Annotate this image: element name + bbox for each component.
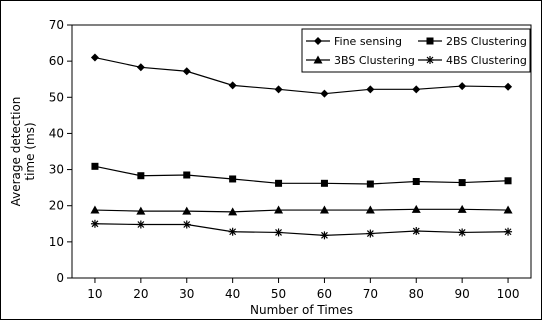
y-tick-label: 70 — [49, 18, 64, 32]
data-point — [136, 220, 145, 229]
y-axis-label-line-1: Average detection — [9, 97, 23, 207]
x-tick-label: 80 — [409, 287, 424, 301]
marker-stroke — [229, 228, 237, 236]
data-point — [412, 177, 420, 185]
marker-stroke — [183, 221, 191, 228]
x-axis-label: Number of Times — [250, 303, 353, 317]
data-point — [274, 85, 283, 94]
data-point — [320, 231, 329, 240]
data-point — [365, 205, 375, 214]
data-point — [458, 228, 467, 237]
marker-stroke — [275, 229, 282, 236]
data-point — [411, 204, 421, 213]
marker-stroke — [412, 227, 420, 235]
marker-stroke — [426, 56, 434, 64]
plot-frame — [71, 24, 532, 279]
x-tick-label: 40 — [225, 287, 240, 301]
data-point — [90, 205, 100, 214]
data-point — [412, 85, 421, 94]
data-point — [274, 228, 283, 237]
y-tick-label: 50 — [49, 90, 64, 104]
y-axis-label-line-2: time (ms) — [23, 122, 37, 180]
data-point — [275, 179, 283, 187]
legend-item-2: 2BS Clustering — [418, 35, 527, 48]
series-2 — [91, 162, 512, 188]
marker-stroke — [91, 220, 99, 228]
data-point — [228, 207, 238, 216]
legend-marker — [426, 56, 434, 64]
data-point — [136, 63, 145, 72]
series-4 — [90, 219, 513, 240]
x-tick-label: 20 — [133, 287, 148, 301]
series-3 — [90, 204, 513, 216]
legend-label: Fine sensing — [334, 35, 402, 48]
data-point — [320, 179, 328, 187]
legend-item-3: 3BS Clustering — [306, 54, 415, 67]
y-tick-label: 0 — [56, 271, 64, 285]
data-point — [504, 227, 513, 236]
data-point — [91, 162, 99, 170]
axes: 0 10 20 30 40 50 60 70 10 20 30 40 50 60 70 80 90 100 — [49, 18, 532, 301]
data-point — [182, 206, 192, 215]
legend-label: 3BS Clustering — [334, 54, 415, 67]
marker-stroke — [366, 230, 374, 237]
marker-stroke — [321, 231, 328, 239]
legend-item-4: 4BS Clustering — [418, 54, 527, 67]
y-tick-label: 10 — [49, 235, 64, 249]
legend-box — [301, 28, 531, 73]
y-tick-label: 60 — [49, 54, 64, 68]
series-line — [94, 56, 509, 95]
data-point — [458, 82, 467, 91]
series-line — [94, 165, 509, 185]
marker-stroke — [458, 229, 466, 236]
x-tick-label: 90 — [455, 287, 470, 301]
y-tick-label: 30 — [49, 163, 64, 177]
data-point — [228, 227, 237, 236]
legend-marker — [426, 37, 434, 45]
y-tick-label: 40 — [49, 126, 64, 140]
data-point — [366, 180, 374, 188]
data-point — [182, 220, 191, 229]
x-tick-label: 100 — [497, 287, 520, 301]
legend: Fine sensing 2BS Clustering 3BS Clustering… — [301, 28, 531, 73]
data-point — [183, 171, 191, 179]
series-line — [94, 208, 509, 213]
legend-marker — [314, 37, 322, 45]
data-point — [90, 53, 99, 62]
series-line — [94, 223, 509, 236]
legend-label: 2BS Clustering — [446, 35, 527, 48]
x-tick-label: 10 — [87, 287, 102, 301]
data-point — [136, 206, 146, 215]
data-point — [504, 177, 512, 185]
x-tick-label: 50 — [271, 287, 286, 301]
data-point — [274, 205, 284, 214]
data-point — [366, 85, 375, 94]
data-point — [229, 175, 237, 183]
data-point — [320, 89, 329, 98]
data-point — [503, 205, 513, 214]
data-point — [457, 204, 467, 213]
data-point — [90, 219, 99, 228]
legend-label: 4BS Clustering — [446, 54, 527, 67]
x-tick-label: 30 — [179, 287, 194, 301]
data-point — [228, 81, 237, 90]
legend-item-1: Fine sensing — [306, 35, 402, 48]
data-point — [319, 205, 329, 214]
legend-marker — [313, 55, 323, 64]
data-point — [412, 227, 421, 236]
data-point — [137, 172, 145, 180]
x-tick-label: 70 — [363, 287, 378, 301]
x-tick-label: 60 — [317, 287, 332, 301]
data-point — [182, 67, 191, 76]
data-point — [458, 179, 466, 187]
y-tick-label: 20 — [49, 199, 64, 213]
data-point — [366, 229, 375, 238]
marker-stroke — [137, 221, 145, 228]
data-point — [504, 82, 513, 91]
series-1 — [90, 53, 513, 98]
marker-stroke — [504, 228, 512, 236]
series-layer — [90, 53, 513, 240]
